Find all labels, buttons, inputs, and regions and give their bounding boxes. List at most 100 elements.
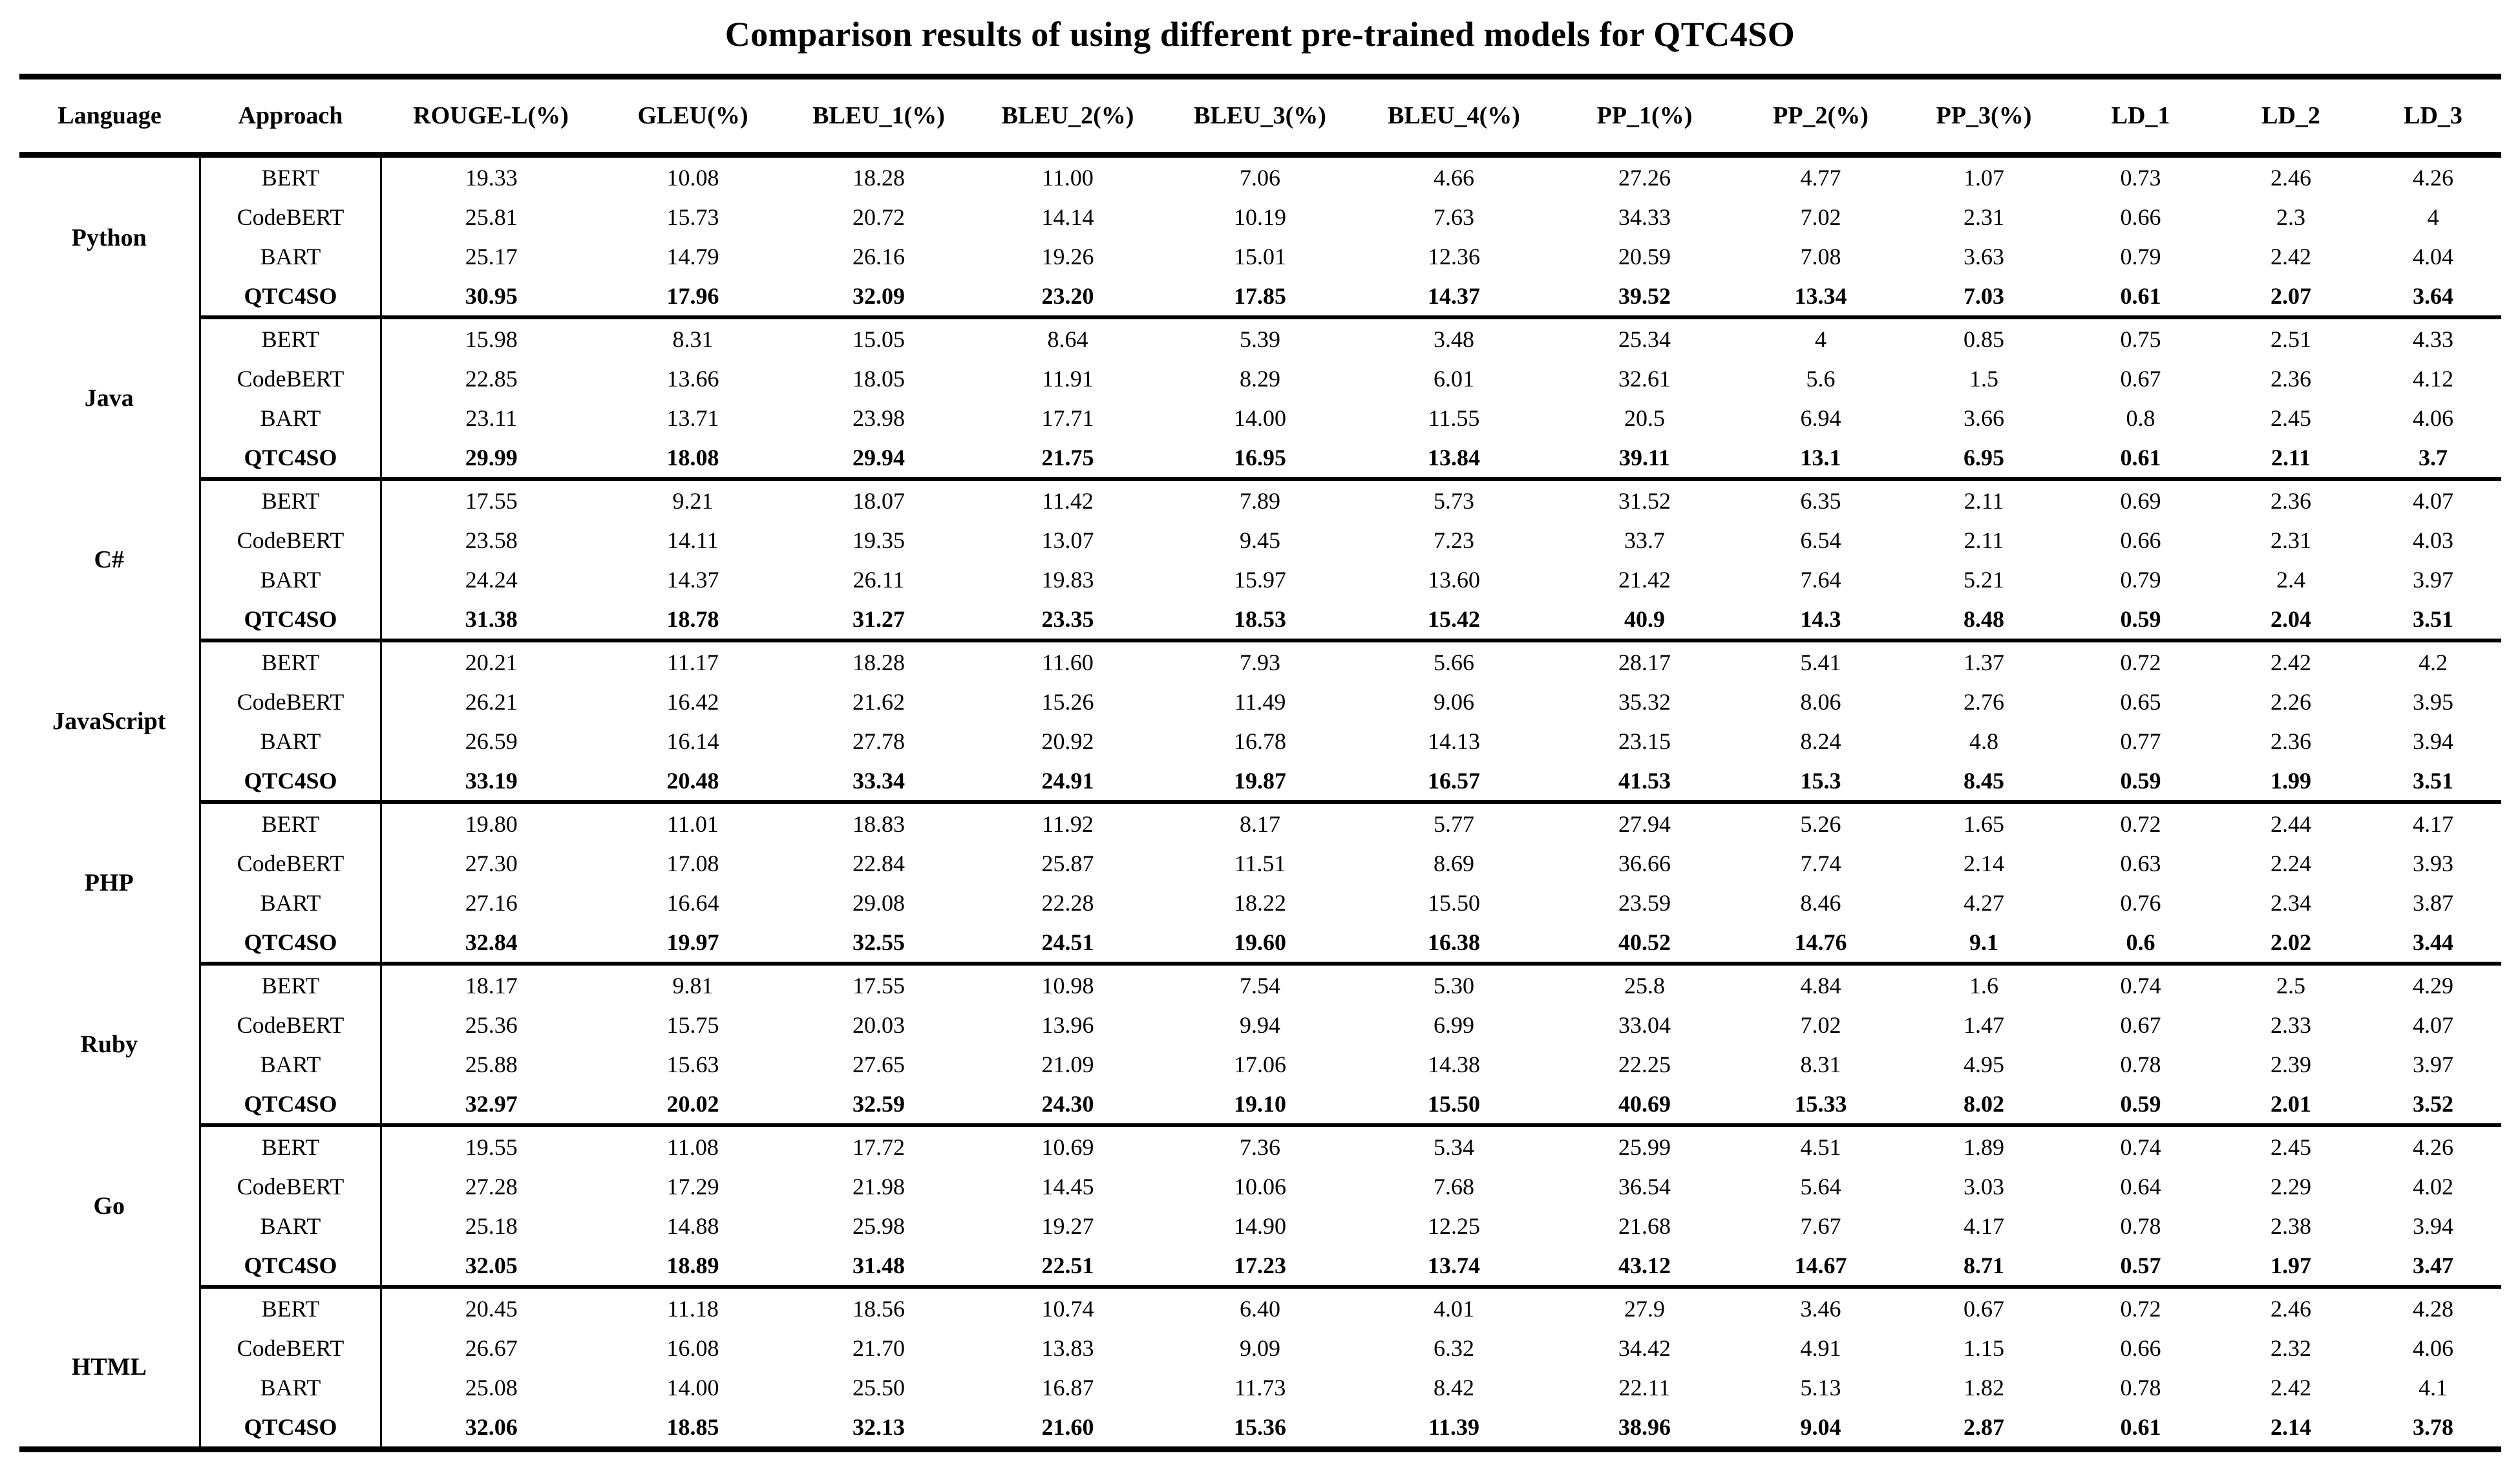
metric-cell: 5.21	[1964, 566, 2004, 593]
metric-cell: 8.24	[1800, 728, 1841, 754]
metric-cell: 3.48	[1434, 326, 1474, 352]
metric-cell: 1.97	[2216, 1245, 2366, 1289]
metric-cell: 19.35	[852, 527, 905, 553]
metric-cell: 18.56	[852, 1295, 905, 1322]
metric-cell: 7.68	[1434, 1173, 1474, 1200]
table-row: BART 25.88 15.63 27.65 21.09 17.06 14.38 22.25 8…	[19, 1044, 2501, 1084]
metric-cell: 11.01	[667, 810, 719, 837]
metric-cell: 25.81	[465, 204, 518, 230]
metric-cell: 31.52	[1618, 487, 1671, 514]
metric-cell: 2.42	[2271, 243, 2311, 270]
approach-cell: BERT	[199, 154, 382, 197]
metric-cell: 18.17	[465, 972, 518, 999]
metric-cell: 3.64	[2365, 276, 2501, 319]
metric-cell: 2.33	[2271, 1011, 2311, 1038]
metric-cell: 14.00	[666, 1374, 719, 1401]
metric-cell: 9.04	[1738, 1407, 1903, 1452]
metric-cell: 14.79	[666, 243, 719, 270]
metric-cell: 0.74	[2120, 1134, 2161, 1160]
metric-cell: 19.33	[465, 164, 518, 191]
metric-cell: 2.39	[2271, 1051, 2311, 1077]
metric-cell: 12.36	[1428, 243, 1480, 270]
metric-cell: 34.42	[1618, 1335, 1671, 1361]
table-row: BART 24.24 14.37 26.11 19.83 15.97 13.60 21.42 7…	[19, 560, 2501, 599]
metric-cell: 2.45	[2271, 405, 2311, 431]
metric-cell: 16.64	[666, 889, 719, 916]
metric-cell: 11.51	[1234, 850, 1286, 876]
metric-cell: 9.21	[672, 487, 714, 514]
metric-cell: 13.34	[1738, 276, 1903, 319]
metric-cell: 41.53	[1551, 761, 1739, 804]
metric-cell: 28.17	[1618, 649, 1671, 675]
metric-cell: 18.83	[852, 810, 905, 837]
metric-cell: 1.82	[1964, 1374, 2004, 1401]
approach-cell: QTC4SO	[199, 761, 382, 804]
metric-cell: 13.74	[1357, 1245, 1551, 1289]
metric-cell: 3.44	[2365, 922, 2501, 966]
metric-cell: 7.08	[1800, 243, 1841, 270]
approach-cell: CodeBERT	[199, 682, 382, 721]
metric-cell: 0.57	[2064, 1245, 2217, 1289]
metric-cell: 14.38	[1428, 1051, 1480, 1077]
metric-cell: 3.97	[2413, 566, 2453, 593]
metric-cell: 0.85	[1964, 326, 2004, 352]
approach-cell: QTC4SO	[199, 276, 382, 319]
language-cell: C#	[94, 546, 124, 573]
metric-cell: 21.68	[1618, 1212, 1671, 1239]
approach-cell: BERT	[199, 802, 382, 843]
metric-cell: 8.45	[1903, 761, 2065, 804]
metric-cell: 2.26	[2271, 688, 2311, 715]
metric-cell: 33.04	[1618, 1011, 1671, 1038]
metric-cell: 8.29	[1240, 365, 1280, 392]
metric-cell: 17.72	[852, 1134, 905, 1160]
metric-cell: 14.90	[1234, 1212, 1286, 1239]
metric-cell: 3.03	[1964, 1173, 2004, 1200]
metric-cell: 32.55	[785, 922, 973, 966]
metric-cell: 0.59	[2064, 761, 2217, 804]
metric-cell: 4.04	[2413, 243, 2453, 270]
metric-cell: 7.36	[1240, 1134, 1280, 1160]
metric-cell: 23.58	[465, 527, 518, 553]
metric-cell: 8.64	[1047, 326, 1088, 352]
metric-cell: 18.07	[852, 487, 905, 514]
table-row: QTC4SO 33.19 20.48 33.34 24.91 19.87 16.57 41.5…	[19, 761, 2501, 804]
metric-cell: 27.28	[465, 1173, 518, 1200]
metric-cell: 20.45	[465, 1295, 518, 1322]
column-header: GLEU(%)	[600, 76, 785, 158]
metric-cell: 10.98	[1041, 972, 1094, 999]
metric-cell: 3.94	[2413, 728, 2453, 754]
metric-cell: 4.28	[2413, 1295, 2453, 1322]
metric-cell: 2.11	[2216, 438, 2366, 481]
metric-cell: 18.05	[852, 365, 905, 392]
metric-cell: 32.84	[381, 922, 601, 966]
metric-cell: 19.97	[600, 922, 785, 966]
metric-cell: 14.3	[1738, 599, 1903, 642]
metric-cell: 15.50	[1357, 1084, 1551, 1127]
metric-cell: 6.99	[1434, 1011, 1474, 1038]
metric-cell: 3.97	[2413, 1051, 2453, 1077]
metric-cell: 26.11	[852, 566, 905, 593]
metric-cell: 32.09	[785, 276, 973, 319]
metric-cell: 2.02	[2216, 922, 2366, 966]
metric-cell: 1.89	[1964, 1134, 2004, 1160]
language-cell: Ruby	[80, 1031, 138, 1058]
metric-cell: 4.02	[2413, 1173, 2453, 1200]
metric-cell: 18.53	[1163, 599, 1357, 642]
metric-cell: 17.71	[1041, 405, 1094, 431]
table-header-row: Language Approach ROUGE-L(%) GLEU(%) BLEU_1(…	[19, 76, 2501, 158]
metric-cell: 0.8	[2126, 405, 2155, 431]
column-header: BLEU_1(%)	[785, 76, 973, 158]
metric-cell: 5.41	[1800, 649, 1841, 675]
metric-cell: 7.89	[1240, 487, 1280, 514]
metric-cell: 27.65	[852, 1051, 905, 1077]
metric-cell: 4.26	[2413, 164, 2453, 191]
metric-cell: 25.17	[465, 243, 518, 270]
metric-cell: 20.92	[1041, 728, 1094, 754]
metric-cell: 2.34	[2271, 889, 2311, 916]
metric-cell: 0.66	[2120, 204, 2161, 230]
table-row: PHP BERT 19.80 11.01 18.83 11.92 8.17 5.77 27.94…	[19, 802, 2501, 896]
metric-cell: 2.07	[2216, 276, 2366, 319]
metric-cell: 25.50	[852, 1374, 905, 1401]
metric-cell: 3.94	[2413, 1212, 2453, 1239]
metric-cell: 22.25	[1618, 1051, 1671, 1077]
